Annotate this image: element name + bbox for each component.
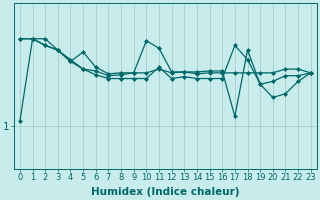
X-axis label: Humidex (Indice chaleur): Humidex (Indice chaleur) (91, 187, 240, 197)
